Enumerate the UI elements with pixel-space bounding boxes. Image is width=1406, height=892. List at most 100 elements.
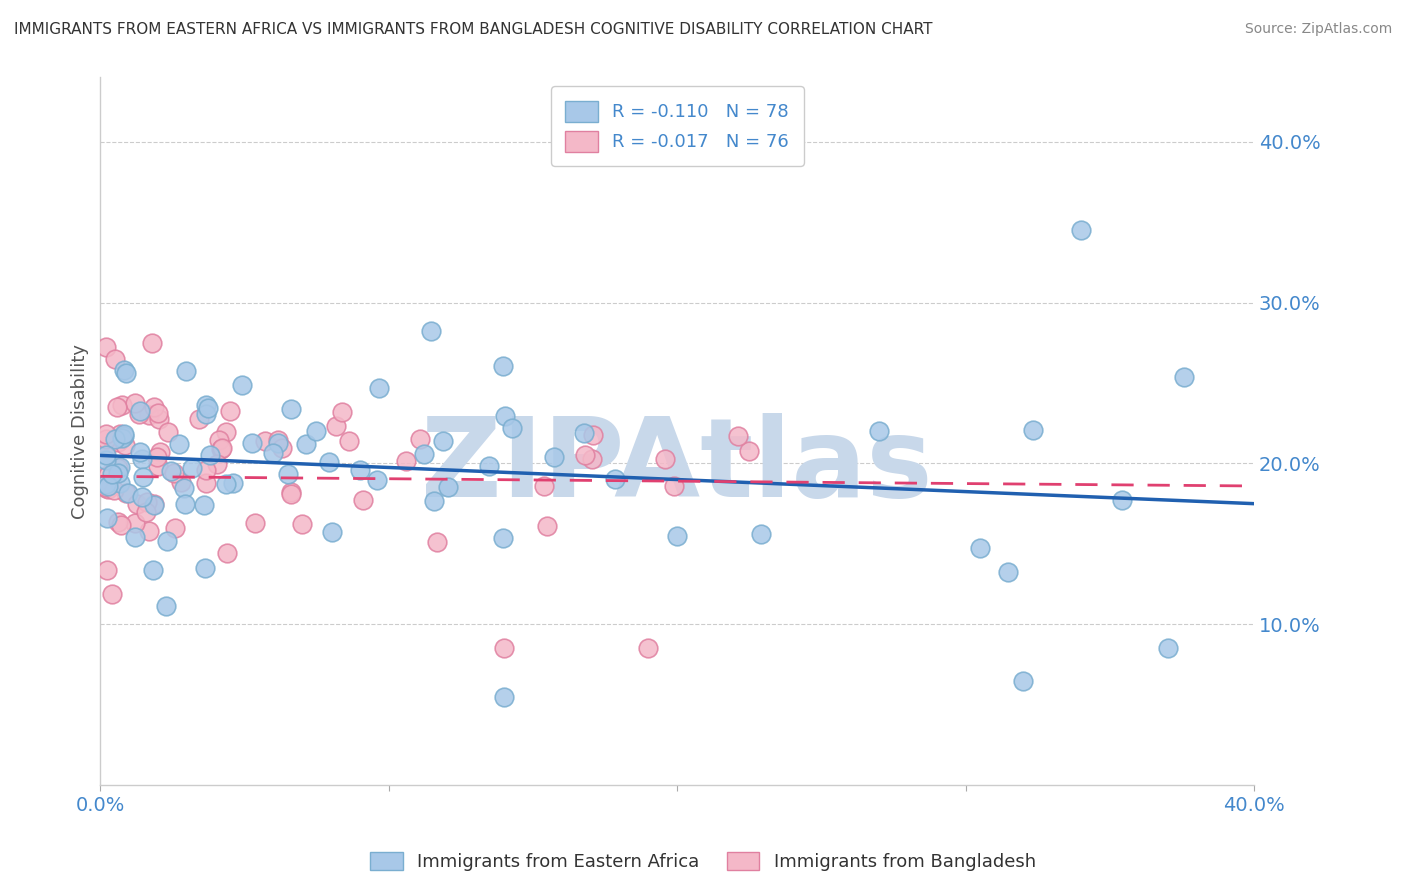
Point	[194, 561, 217, 575]
Point	[112, 363, 135, 377]
Point	[209, 442, 232, 456]
Point	[94, 476, 117, 491]
Point	[156, 425, 179, 439]
Point	[217, 546, 239, 560]
Point	[148, 412, 170, 426]
Point	[582, 427, 605, 442]
Point	[108, 427, 131, 442]
Point	[432, 434, 454, 448]
Point	[197, 401, 219, 416]
Point	[159, 464, 181, 478]
Point	[110, 518, 132, 533]
Point	[107, 434, 129, 449]
Point	[145, 450, 167, 465]
Point	[1070, 223, 1092, 237]
Point	[1173, 370, 1195, 384]
Point	[143, 400, 166, 414]
Point	[205, 457, 228, 471]
Point	[572, 426, 595, 441]
Point	[997, 566, 1019, 580]
Point	[100, 587, 122, 601]
Point	[180, 461, 202, 475]
Point	[101, 467, 124, 482]
Point	[222, 476, 245, 491]
Point	[146, 407, 169, 421]
Point	[111, 431, 134, 445]
Point	[112, 426, 135, 441]
Point	[654, 451, 676, 466]
Point	[349, 463, 371, 477]
Point	[574, 449, 596, 463]
Point	[94, 427, 117, 442]
Point	[94, 442, 117, 456]
Point	[337, 434, 360, 449]
Point	[94, 481, 117, 495]
Point	[543, 450, 565, 465]
Point	[174, 364, 197, 378]
Point	[280, 487, 302, 501]
Point	[367, 381, 389, 395]
Point	[108, 476, 131, 491]
Point	[318, 454, 340, 468]
Point	[128, 407, 150, 421]
Point	[494, 690, 516, 704]
Point	[267, 435, 290, 450]
Point	[193, 498, 215, 512]
Point	[1022, 423, 1045, 437]
Point	[304, 425, 326, 439]
Point	[195, 407, 218, 421]
Point	[254, 434, 277, 449]
Point	[1156, 641, 1178, 656]
Legend: R = -0.110   N = 78, R = -0.017   N = 76: R = -0.110 N = 78, R = -0.017 N = 76	[551, 87, 803, 166]
Point	[215, 477, 238, 491]
Point	[108, 459, 131, 474]
Point	[105, 400, 128, 414]
Point	[136, 495, 159, 509]
Point	[868, 425, 890, 439]
Point	[114, 486, 136, 500]
Point	[142, 497, 165, 511]
Point	[395, 454, 418, 468]
Point	[148, 459, 170, 474]
Point	[96, 479, 118, 493]
Point	[104, 433, 127, 447]
Point	[666, 529, 689, 543]
Point	[637, 641, 659, 656]
Point	[267, 433, 290, 447]
Point	[124, 395, 146, 409]
Point	[603, 472, 626, 486]
Point	[271, 441, 294, 455]
Point	[132, 469, 155, 483]
Point	[149, 444, 172, 458]
Point	[167, 437, 190, 451]
Point	[107, 466, 129, 480]
Point	[97, 467, 120, 482]
Point	[94, 452, 117, 467]
Point	[240, 436, 263, 450]
Point	[662, 479, 685, 493]
Point	[135, 505, 157, 519]
Point	[117, 486, 139, 500]
Point	[97, 482, 120, 496]
Point	[124, 530, 146, 544]
Point	[478, 459, 501, 474]
Point	[124, 516, 146, 531]
Point	[131, 490, 153, 504]
Point	[173, 481, 195, 495]
Point	[208, 434, 231, 448]
Point	[131, 452, 153, 467]
Point	[280, 484, 302, 499]
Point	[352, 493, 374, 508]
Point	[141, 335, 163, 350]
Point	[170, 475, 193, 489]
Point	[138, 409, 160, 423]
Point	[143, 498, 166, 512]
Point	[738, 444, 761, 458]
Point	[422, 494, 444, 508]
Point	[969, 541, 991, 555]
Legend: Immigrants from Eastern Africa, Immigrants from Bangladesh: Immigrants from Eastern Africa, Immigran…	[363, 845, 1043, 879]
Point	[195, 476, 218, 491]
Point	[114, 438, 136, 452]
Point	[103, 483, 125, 497]
Point	[215, 425, 238, 439]
